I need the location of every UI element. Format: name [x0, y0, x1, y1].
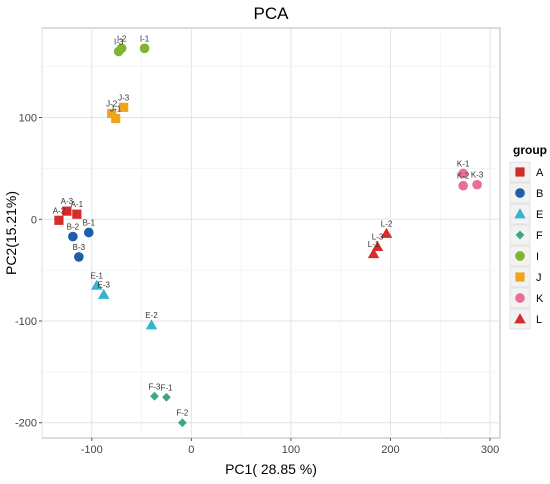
point-label: B-1 [83, 218, 96, 227]
legend-marker-a [515, 167, 525, 177]
data-points [54, 43, 482, 428]
point-label: A-1 [71, 200, 84, 209]
point-label: E-2 [145, 311, 158, 320]
legend-title: group [513, 143, 547, 157]
point-a-3 [62, 206, 72, 216]
plot-panel [41, 27, 501, 439]
point-label: F-3 [149, 382, 162, 391]
grid [41, 28, 500, 438]
point-label: F-2 [176, 409, 189, 418]
point-j-3 [119, 102, 129, 112]
legend-marker-k [515, 293, 525, 303]
legend-label-j: J [536, 272, 542, 284]
y-tick-label: -100 [15, 316, 37, 328]
point-label: L-1 [368, 240, 380, 249]
x-tick-label: 100 [282, 444, 300, 456]
point-a-1 [72, 209, 82, 219]
point-f-1 [162, 392, 171, 402]
legend-label-i: I [536, 251, 539, 263]
legend-marker-b [515, 188, 525, 198]
point-e-2 [145, 319, 158, 330]
point-label: K-2 [457, 172, 470, 181]
y-axis: 100 0 -100 -200 [15, 113, 42, 430]
legend-marker-l [514, 313, 526, 324]
point-label: L-3 [372, 233, 384, 242]
point-i-1 [139, 43, 150, 54]
legend-label-a: A [536, 167, 544, 179]
legend-label-k: K [536, 293, 544, 305]
point-label: B-2 [67, 223, 80, 232]
point-f-3 [150, 391, 159, 401]
point-b-2 [68, 231, 78, 242]
chart-title: PCA [254, 4, 290, 23]
point-l-2 [380, 227, 393, 238]
x-tick-label: 300 [481, 444, 499, 456]
point-a-2 [54, 215, 64, 225]
point-k-2 [458, 180, 468, 191]
point-label: A-2 [53, 206, 66, 215]
legend-marker-i [515, 251, 525, 261]
point-label: I-3 [114, 37, 124, 46]
point-labels: A-1 A-2A-3 B-1B-2 B-3 E-1E-3 E-2 F-1F-3 F-2 I-1 I… [53, 34, 484, 417]
y-tick-label: 100 [19, 113, 37, 125]
point-e-3 [97, 288, 110, 299]
point-j-2 [107, 108, 117, 119]
point-k-1 [458, 168, 468, 179]
point-label: J-1 [110, 105, 122, 114]
y-tick-label: 0 [31, 214, 37, 226]
point-b-1 [83, 227, 94, 238]
point-label: A-3 [61, 197, 74, 206]
point-i-3 [113, 46, 124, 57]
point-e-1 [91, 279, 103, 290]
point-l-3 [371, 240, 384, 252]
x-tick-label: 0 [188, 444, 194, 456]
point-label: F-1 [160, 383, 173, 392]
point-l-1 [367, 248, 380, 259]
point-f-2 [178, 418, 187, 428]
legend-marker-f [515, 230, 525, 240]
x-axis: -100 0 100 200 300 [81, 438, 499, 456]
point-j-1 [111, 113, 121, 124]
point-label: J-2 [106, 99, 118, 108]
legend-marker-j [515, 272, 525, 282]
point-k-3 [472, 179, 482, 190]
point-label: I-2 [117, 34, 127, 43]
x-tick-label: -100 [81, 444, 103, 456]
point-label: B-3 [73, 243, 86, 252]
legend-label-b: B [536, 188, 543, 200]
point-label: I-1 [140, 34, 150, 43]
legend-marker-e [514, 208, 526, 219]
point-label: E-1 [91, 271, 104, 280]
point-label: K-3 [471, 171, 484, 180]
y-axis-title: PC2(15.21%) [3, 191, 19, 275]
legend-label-f: F [536, 230, 543, 242]
point-label: L-2 [381, 220, 393, 229]
x-tick-label: 200 [381, 444, 399, 456]
point-label: J-3 [118, 93, 130, 102]
point-b-3 [74, 252, 84, 262]
x-axis-title: PC1( 28.85 %) [225, 461, 317, 477]
legend-label-e: E [536, 209, 543, 221]
point-label: E-3 [98, 281, 111, 290]
legend-label-l: L [536, 314, 542, 326]
point-label: K-1 [457, 159, 470, 168]
y-tick-label: -200 [15, 418, 37, 430]
